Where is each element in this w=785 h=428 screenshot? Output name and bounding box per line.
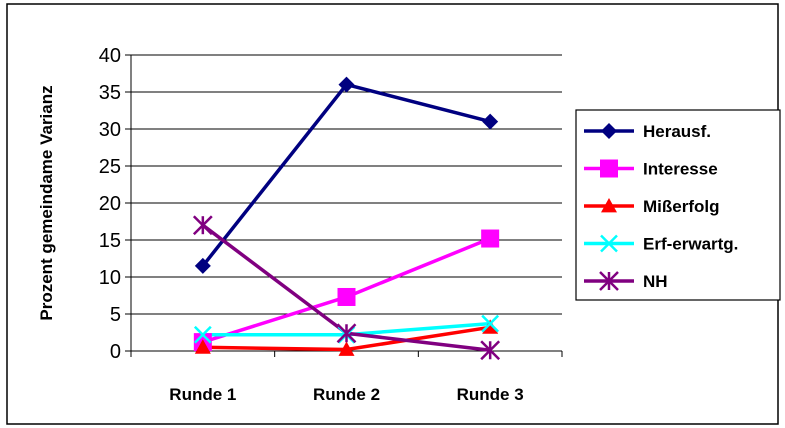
legend-item: Mißerfolg: [584, 197, 720, 216]
y-tick-label: 25: [99, 156, 121, 178]
legend-item: Herausf.: [584, 122, 711, 141]
data-point: [482, 319, 499, 334]
plot-area: 0 5 10 15 20 25 30 35 40 Runde 1 Runde 2 Runde 3: [99, 45, 563, 404]
x-category-label: Runde 1: [169, 385, 236, 404]
data-point: [192, 215, 213, 236]
legend-label: Interesse: [643, 160, 718, 179]
y-tick-label: 30: [99, 119, 121, 141]
data-point: [481, 229, 500, 248]
y-tick-label: 0: [110, 341, 121, 363]
x-category-label: Runde 2: [313, 385, 380, 404]
y-tick-label: 5: [110, 304, 121, 326]
data-point: [601, 198, 617, 213]
data-point: [336, 323, 357, 344]
y-tick-label: 10: [99, 267, 121, 289]
data-point: [194, 339, 211, 354]
y-axis-title: Prozent gemeindame Varianz: [37, 85, 56, 320]
data-point: [194, 257, 211, 274]
legend-label: Erf-erwartg.: [643, 235, 738, 254]
y-tick-label: 40: [99, 45, 121, 67]
legend-item: Erf-erwartg.: [584, 235, 738, 254]
x-category-label: Runde 3: [457, 385, 524, 404]
data-point: [338, 341, 355, 356]
data-point: [601, 123, 617, 139]
legend-item: NH: [584, 271, 668, 291]
data-point: [600, 234, 618, 253]
data-point: [482, 113, 499, 130]
data-point: [480, 340, 501, 361]
data-point: [337, 287, 356, 306]
y-tick-label: 15: [99, 230, 121, 252]
data-point: [599, 271, 619, 291]
y-tick-label: 35: [99, 82, 121, 104]
legend-label: Mißerfolg: [643, 197, 720, 216]
y-tick-label: 20: [99, 193, 121, 215]
data-point: [193, 325, 212, 344]
data-point: [338, 76, 355, 93]
data-point: [600, 159, 618, 178]
data-point: [481, 314, 500, 333]
legend-item: Interesse: [584, 159, 718, 179]
legend-label: NH: [643, 272, 668, 291]
legend-label: Herausf.: [643, 122, 711, 141]
legend: Herausf. Interesse Mißerfolg Erf-erwartg. NH: [575, 109, 781, 301]
